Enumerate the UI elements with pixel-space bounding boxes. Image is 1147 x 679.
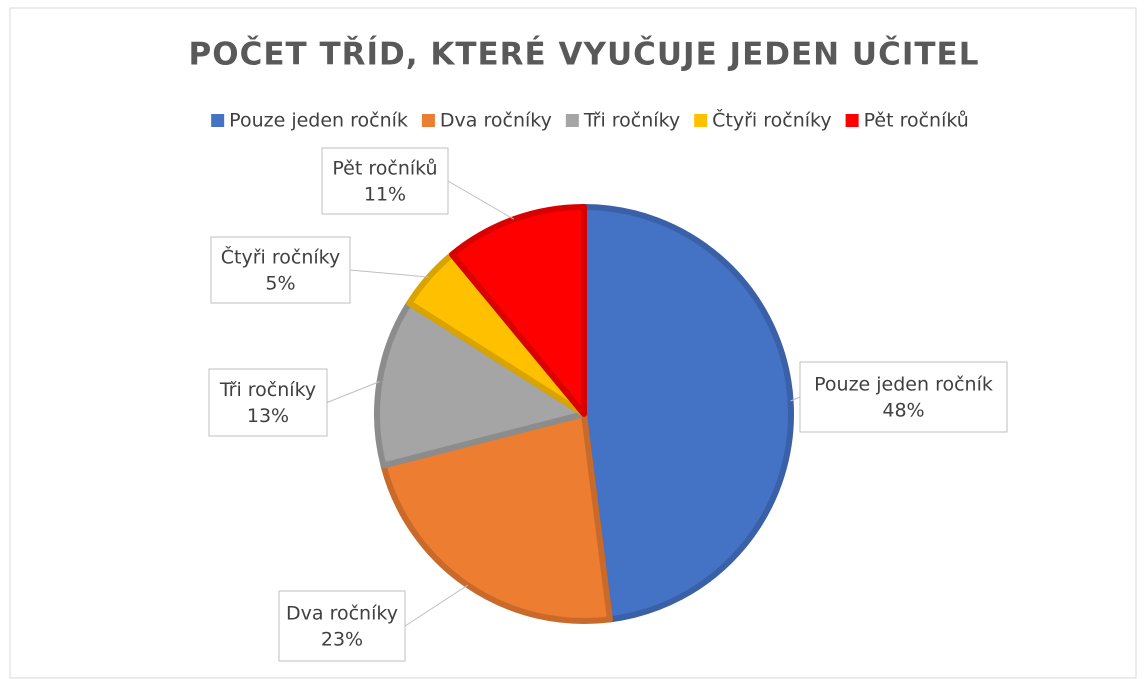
- data-label-name: Pouze jeden ročník: [814, 374, 993, 396]
- legend-label: Pouze jeden ročník: [229, 110, 408, 132]
- data-label-name: Čtyři ročníky: [221, 245, 340, 269]
- data-label-name: Dva ročníky: [286, 603, 398, 625]
- leader-line: [349, 269, 429, 278]
- data-label-box: [210, 236, 351, 304]
- legend-label: Pět ročníků: [864, 110, 969, 132]
- legend-swatch: [565, 114, 579, 127]
- data-label-name: Pět ročníků: [332, 158, 437, 180]
- legend-label: Čtyři ročníky: [712, 108, 831, 132]
- legend: Pouze jeden ročník Dva ročníky Tři ročníky…: [211, 108, 969, 132]
- data-label-value: 23%: [321, 629, 363, 651]
- data-label-box: [321, 147, 449, 215]
- legend-swatch: [845, 114, 859, 127]
- data-label-value: 5%: [265, 273, 295, 295]
- data-label-value: 48%: [882, 400, 924, 422]
- chart-title: POČET TŘÍD, KTERÉ VYUČUJE JEDEN UČITEL: [189, 36, 980, 73]
- data-label-value: 13%: [247, 405, 289, 427]
- legend-label: Dva ročníky: [440, 110, 552, 132]
- legend-swatch: [421, 114, 435, 127]
- pie-slice: [374, 300, 587, 469]
- leader-line: [790, 396, 801, 402]
- data-label-value: 11%: [364, 184, 406, 206]
- data-label-box: [799, 361, 1008, 433]
- leader-line: [447, 180, 515, 220]
- pie-slice: [581, 204, 794, 623]
- leader-line: [404, 584, 468, 627]
- data-label-name: Tři ročníky: [219, 379, 316, 401]
- legend-swatch: [211, 114, 225, 127]
- leader-line: [326, 381, 380, 403]
- legend-label: Tři ročníky: [583, 110, 680, 132]
- legend-swatch: [694, 114, 708, 127]
- data-label-box: [278, 590, 406, 662]
- pie-slice: [380, 411, 613, 624]
- data-label-box: [208, 368, 328, 437]
